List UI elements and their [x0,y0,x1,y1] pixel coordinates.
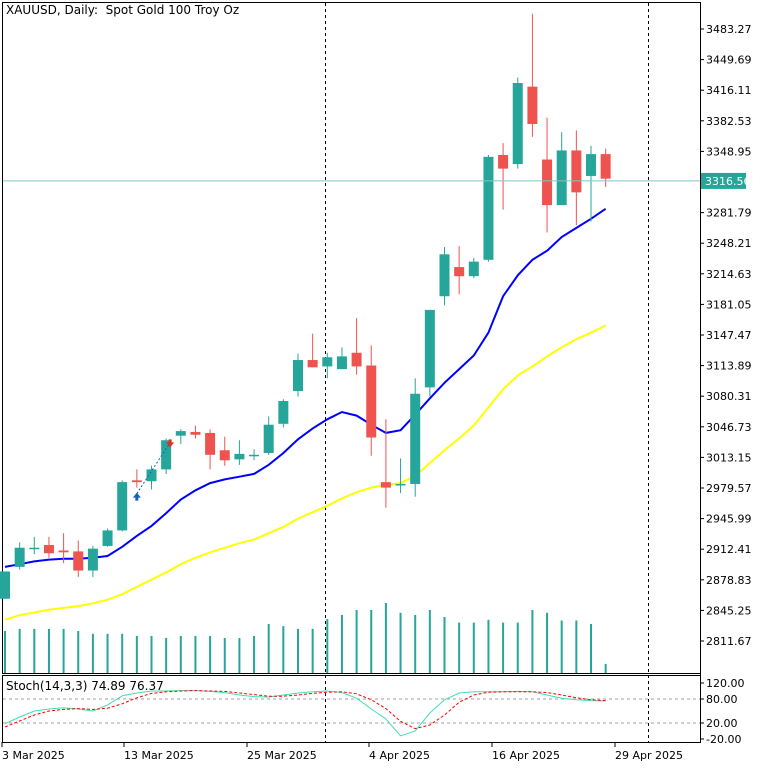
candle-body [219,450,230,461]
volume-bars [4,603,607,673]
price-axis-label: 2979.57 [706,482,752,495]
candle-body [322,357,333,367]
stoch-axis-label: 120.00 [706,677,745,690]
time-axis-label: 3 Mar 2025 [2,749,65,762]
time-axis-label: 25 Mar 2025 [247,749,317,762]
candle-body [131,480,142,483]
candle-body [102,530,113,546]
candle-body [380,482,391,488]
main-pane-border [2,2,701,674]
price-axis-label: 3449.69 [706,54,752,67]
moving-average-fast [4,207,607,568]
candle-body [190,432,201,435]
stoch-signal-line [4,690,606,730]
time-axis-label: 29 Apr 2025 [615,749,683,762]
candle-body [498,154,509,169]
candle-body [454,267,465,277]
price-axis-label: 3348.95 [706,145,752,158]
stochastic-indicator: 120.00 80.00 20.00 -20.00 [3,677,745,746]
price-axis-label: 3281.79 [706,207,752,220]
candle-body [600,154,611,179]
candle-body [263,424,274,453]
candle-body [0,571,10,599]
current-price-line: 3316.56 [3,172,751,189]
candle-body [586,154,596,176]
candle-body [58,550,69,553]
stoch-axis-label: 20.00 [706,717,738,730]
price-axis-label: 2878.83 [706,574,752,587]
candle-body [161,440,172,470]
price-axis: 3483.27 3449.69 3416.11 3382.53 3348.95 3281.… [700,23,752,648]
price-axis-label: 3080.31 [706,390,752,403]
stoch-axis-label: -20.00 [706,733,741,746]
candle-body [351,352,362,367]
candle-body [29,547,40,550]
candle-body [14,547,25,567]
price-axis-label: 3046.73 [706,421,752,434]
candle-body [175,431,186,436]
time-axis-label: 16 Apr 2025 [492,749,560,762]
sell-arrow-icon [166,439,175,448]
candle-body [571,150,582,193]
price-axis-label: 3113.89 [706,360,752,373]
time-axis: 3 Mar 2025 13 Mar 2025 25 Mar 2025 4 Apr 20… [1,742,683,762]
stoch-label: Stoch(14,3,3) 74.89 76.37 [6,679,164,693]
ma-slow-line [4,324,607,621]
price-axis-label: 2945.99 [706,513,752,526]
time-axis-label: 4 Apr 2025 [369,749,430,762]
chart-title: XAUUSD, Daily: Spot Gold 100 Troy Oz [6,3,239,17]
price-axis-label: 2912.41 [706,543,752,556]
price-axis-label: 3013.15 [706,451,752,464]
candle-body [293,360,303,392]
candle-body [146,469,157,482]
candle-body [307,360,318,368]
candle-body [278,401,289,424]
price-axis-label: 3147.47 [706,329,752,342]
candle-body [205,432,216,455]
candle-body [439,254,450,297]
candle-body [424,309,435,388]
moving-average-slow [4,324,607,621]
price-axis-label: 3214.63 [706,268,752,281]
candle-body [410,393,421,484]
stoch-main-line [4,690,606,737]
ma-fast-line [4,207,607,568]
candle-body [234,453,245,460]
candle-body [336,356,347,370]
price-axis-label: 3248.21 [706,237,752,250]
price-axis-label: 3416.11 [706,84,752,97]
candle-body [43,545,54,554]
candle-body [483,156,494,260]
symbol-description: Spot Gold 100 Troy Oz [105,3,240,17]
stoch-axis-label: 80.00 [706,693,738,706]
buy-arrow-icon [132,492,141,501]
trade-markers [132,439,175,501]
price-axis-label: 2811.67 [706,635,752,648]
candle-body [87,548,98,571]
price-axis-label: 3382.53 [706,115,752,128]
price-axis-label: 3483.27 [706,23,752,36]
candle-body [542,159,553,206]
price-axis-label: 3181.05 [706,298,752,311]
candle-body [249,454,260,457]
candles [0,13,611,599]
candle-body [527,86,538,125]
price-tag [701,172,746,189]
candle-body [73,551,84,571]
candle-body [117,482,128,531]
time-axis-label: 13 Mar 2025 [124,749,194,762]
candle-body [366,365,377,438]
candle-body [556,150,567,206]
symbol-label: XAUUSD, Daily: [6,3,99,17]
candle-body [512,83,523,165]
price-axis-label: 2845.25 [706,604,752,617]
candle-body [395,483,406,486]
price-tag-label: 3316.56 [705,175,751,188]
candle-body [468,261,479,277]
